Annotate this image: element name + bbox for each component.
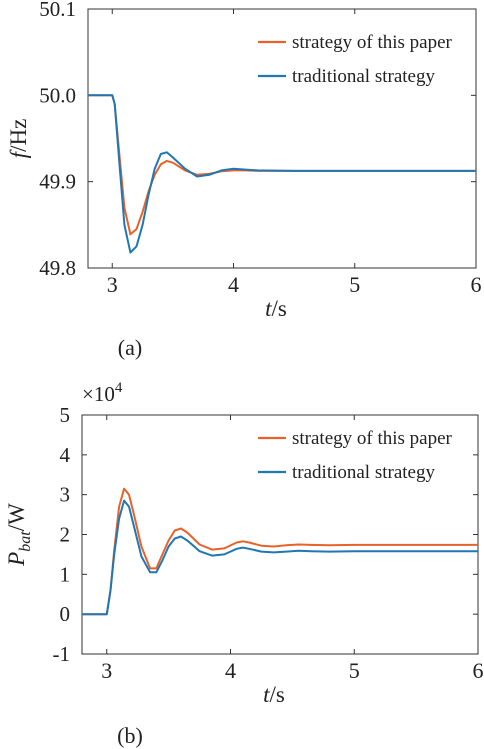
y-tick-label: 4 [60, 443, 71, 467]
x-tick-label: 6 [473, 658, 484, 683]
x-tick-label: 3 [107, 272, 118, 297]
legend-label: traditional strategy [292, 66, 435, 87]
series-line-strategy-of-this-paper [88, 94, 476, 236]
y-tick-label: 0 [60, 602, 71, 626]
legend-label: strategy of this paper [292, 32, 453, 53]
y-tick-label: -1 [53, 642, 71, 666]
x-tick-label: 3 [101, 658, 112, 683]
plot-frame [87, 8, 477, 269]
y-tick-label: 2 [60, 523, 71, 547]
chart-panel-a: 3 4 5 6 49.8 49.9 50.0 50.1 strategy of this pap… [6, 0, 482, 321]
y-tick-label: 3 [60, 483, 71, 507]
plot-frame [81, 414, 479, 655]
series-line-traditional-strategy [82, 499, 478, 616]
y-tick-label: 49.9 [39, 170, 76, 194]
x-tick-label: 5 [349, 658, 360, 683]
x-axis-label: t/s [265, 296, 287, 321]
legend-label: strategy of this paper [292, 428, 453, 449]
y-tick-label: 50.1 [39, 0, 76, 21]
y-tick-label: 1 [60, 562, 71, 586]
x-tick-label: 6 [471, 272, 482, 297]
panel-label-a: (a) [118, 335, 142, 360]
y-tick-label: 5 [60, 403, 71, 427]
y-scale-multiplier: ×104 [82, 380, 123, 406]
y-axis-label: Pbat/W [4, 503, 34, 567]
y-axis-label: f/Hz [6, 119, 31, 159]
series-line-strategy-of-this-paper [82, 487, 478, 616]
x-axis-label: t/s [263, 682, 285, 707]
panel-label-b: (b) [117, 723, 143, 748]
chart-panel-b: 3 4 5 6 -1 0 1 2 3 4 5 strategy of this paper tradit… [4, 380, 484, 707]
y-tick-label: 49.8 [39, 256, 76, 280]
series-line-traditional-strategy [88, 94, 476, 254]
x-tick-label: 4 [225, 658, 236, 683]
legend-label: traditional strategy [292, 462, 435, 483]
y-tick-label: 50.0 [39, 83, 76, 107]
x-tick-label: 4 [228, 272, 239, 297]
x-tick-label: 5 [349, 272, 360, 297]
